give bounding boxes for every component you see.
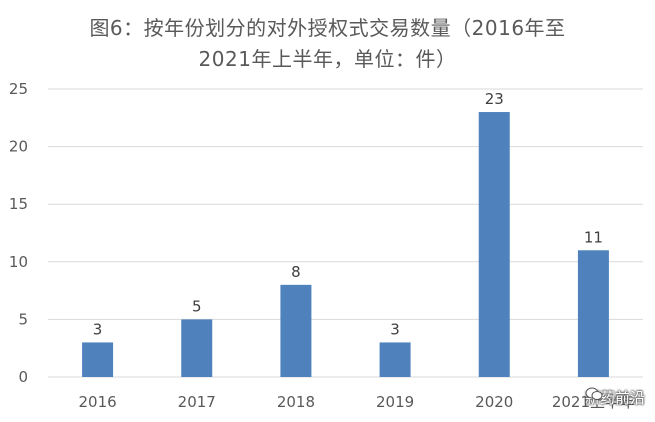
- data-label: 3: [390, 320, 400, 338]
- x-tick-label: 2016: [78, 393, 116, 411]
- wechat-icon: [585, 387, 603, 400]
- bar-2016: [82, 342, 114, 377]
- x-tick-label: 2021上半年: [552, 393, 635, 411]
- x-tick-label: 2017: [178, 393, 216, 411]
- data-label: 11: [584, 228, 603, 246]
- y-tick-label: 25: [9, 80, 28, 98]
- y-tick-label: 20: [9, 138, 28, 156]
- data-label: 3: [93, 320, 103, 338]
- y-tick-label: 10: [9, 253, 28, 271]
- bar-2020: [478, 112, 510, 377]
- y-tick-label: 0: [18, 368, 28, 386]
- x-tick-label: 2020: [475, 393, 513, 411]
- chart-title-line-2: 2021年上半年，单位：件）: [198, 47, 457, 71]
- data-label: 23: [485, 90, 504, 108]
- y-tick-label: 5: [18, 310, 28, 328]
- bar-2019: [379, 342, 411, 377]
- watermark: 新药前沿: [585, 387, 645, 408]
- chart-title-line-1: 图6：按年份划分的对外授权式交易数量（2016年至: [89, 16, 566, 40]
- data-label: 5: [192, 297, 202, 315]
- data-label: 8: [291, 263, 301, 281]
- x-tick-label: 2019: [376, 393, 414, 411]
- x-tick-label: 2018: [277, 393, 315, 411]
- bar-2017: [181, 319, 213, 377]
- bar-2018: [280, 284, 312, 377]
- y-tick-label: 15: [9, 195, 28, 213]
- bar-2021上半年: [577, 250, 609, 377]
